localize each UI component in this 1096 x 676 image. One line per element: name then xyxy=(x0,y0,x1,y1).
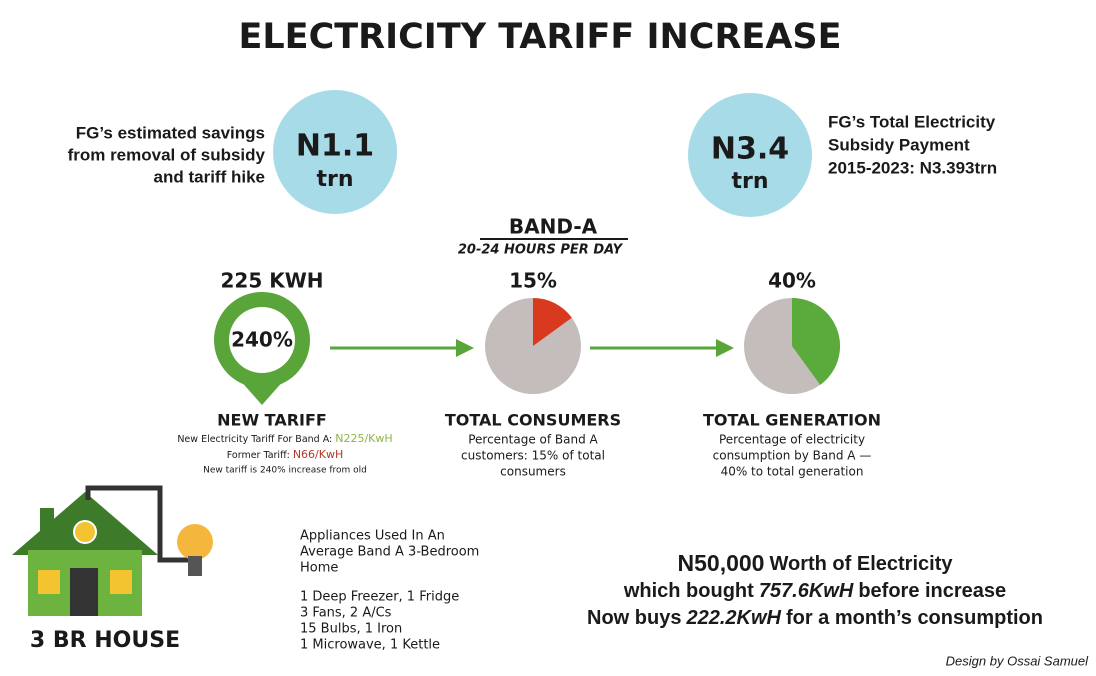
pin-inner xyxy=(229,307,295,373)
caption: and tariff hike xyxy=(154,167,265,186)
amount: N1.1 xyxy=(296,129,374,164)
appliance-heading: Appliances Used In An xyxy=(300,529,445,544)
house-icon xyxy=(12,485,213,616)
caption: FG’s Total Electricity xyxy=(828,112,996,131)
note-text: Former Tariff: xyxy=(227,450,290,461)
unit: trn xyxy=(731,169,768,194)
caption: 2015-2023: N3.393trn xyxy=(828,158,997,177)
badge-circle xyxy=(688,93,812,217)
pie-slice xyxy=(792,298,840,385)
description: 40% to total generation xyxy=(721,465,864,479)
badge: 240% xyxy=(231,328,293,352)
summary-line: Now buys 222.2KwH for a month’s consumptio… xyxy=(587,607,1043,629)
description: Percentage of Band A xyxy=(468,433,598,447)
caption: Subsidy Payment xyxy=(828,135,970,154)
appliance-heading: Home xyxy=(300,561,338,576)
caption: FG’s estimated savings xyxy=(76,123,265,142)
appliance-item: 1 Deep Freezer, 1 Fridge xyxy=(300,590,459,605)
summary-part: 757.6KwH xyxy=(759,580,854,602)
heading: 225 KWH xyxy=(220,269,323,293)
amount: N3.4 xyxy=(711,132,789,167)
summary-part: which bought xyxy=(623,580,754,602)
note: Former Tariff: N66/KwH xyxy=(227,448,343,461)
summary-part: N50,000 xyxy=(678,550,765,576)
section-title: TOTAL GENERATION xyxy=(703,411,881,430)
appliance-item: 15 Bulbs, 1 Iron xyxy=(300,622,402,637)
heading: 40% xyxy=(768,269,816,293)
description: customers: 15% of total xyxy=(461,449,605,463)
heading: 15% xyxy=(509,269,557,293)
note-text: New Electricity Tariff For Band A: xyxy=(177,434,332,445)
description: consumers xyxy=(500,465,566,479)
summary-line: N50,000 Worth of Electricity xyxy=(678,550,954,576)
summary-part: for a month’s consumption xyxy=(786,607,1043,629)
unit: trn xyxy=(316,167,353,192)
house-label: 3 BR HOUSE xyxy=(30,628,180,653)
rate: N66/KwH xyxy=(293,448,343,461)
credit: Design by Ossai Samuel xyxy=(946,653,1089,668)
band-title: BAND-A xyxy=(509,215,598,239)
summary-part: Now buys xyxy=(587,607,681,629)
appliance-item: 3 Fans, 2 A/Cs xyxy=(300,606,392,621)
summary-part: Worth of Electricity xyxy=(769,553,953,575)
summary-part: 222.2KwH xyxy=(685,607,781,629)
note: New Electricity Tariff For Band A: N225/K… xyxy=(177,432,392,445)
summary-part: before increase xyxy=(858,580,1006,602)
title: ELECTRICITY TARIFF INCREASE xyxy=(238,17,841,57)
note: New tariff is 240% increase from old xyxy=(203,466,367,476)
summary-line: which bought 757.6KwH before increase xyxy=(623,580,1006,602)
band-subtitle: 20-24 HOURS PER DAY xyxy=(458,243,624,258)
pie-slice xyxy=(533,298,572,346)
arrow-head xyxy=(716,339,734,357)
arrow-head xyxy=(456,339,474,357)
badge-circle xyxy=(273,90,397,214)
appliance-heading: Average Band A 3-Bedroom xyxy=(300,545,479,560)
caption: from removal of subsidy xyxy=(68,145,266,164)
description: Percentage of electricity xyxy=(719,433,865,447)
rate: N225/KwH xyxy=(335,432,392,445)
section-title: NEW TARIFF xyxy=(217,411,327,430)
section-title: TOTAL CONSUMERS xyxy=(445,411,621,430)
appliance-item: 1 Microwave, 1 Kettle xyxy=(300,638,440,653)
description: consumption by Band A — xyxy=(713,449,872,463)
